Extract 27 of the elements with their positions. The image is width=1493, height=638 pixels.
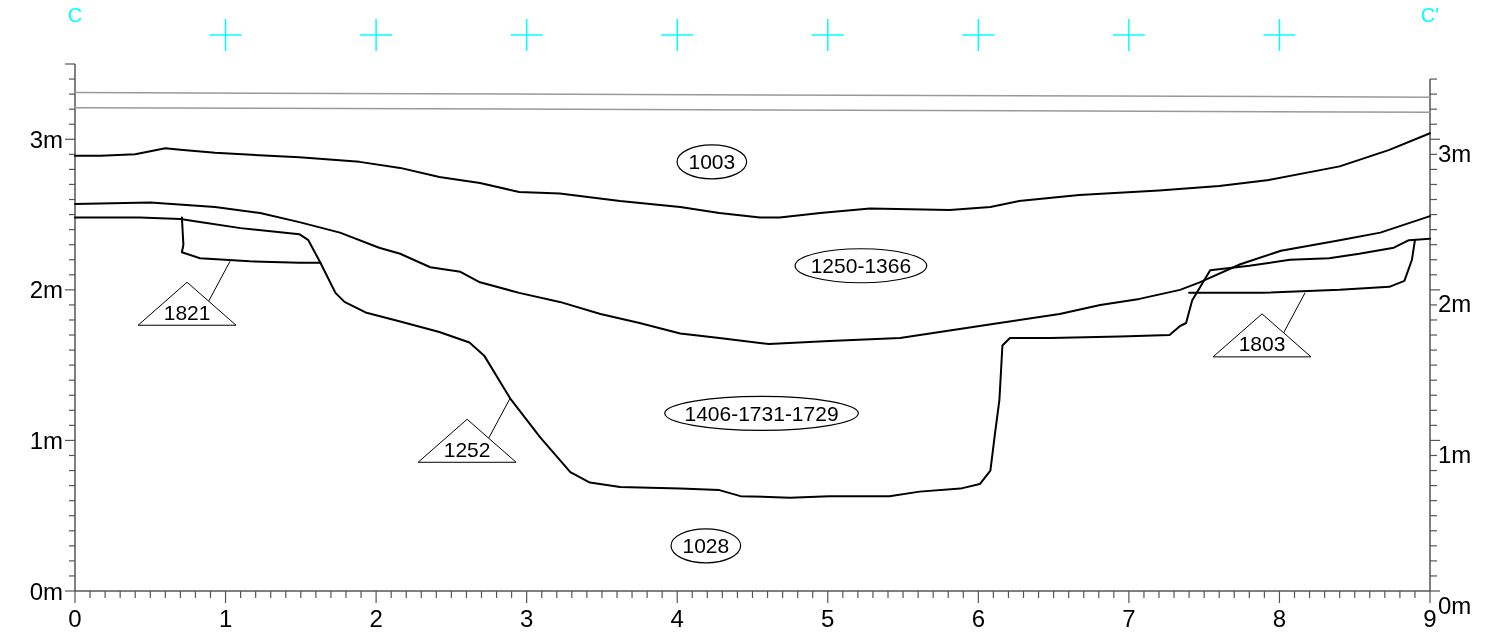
- annotation: 1821: [163, 300, 211, 324]
- annotation: 1803: [1238, 332, 1286, 356]
- x-tick-label: 0: [68, 605, 82, 632]
- x-tick-label: 6: [971, 605, 986, 632]
- text: C: [67, 4, 83, 26]
- text: C': [1420, 4, 1440, 26]
- y-tick-label: 2m: [29, 276, 63, 304]
- annotation: 1028: [682, 534, 730, 558]
- x-tick-label: 9: [1423, 605, 1437, 632]
- y-tick-label: 1m: [29, 426, 63, 454]
- x-tick-label: 7: [1122, 605, 1136, 632]
- x-tick-label: 3: [519, 605, 534, 632]
- annotation: 1003: [688, 150, 736, 174]
- y2-tick-label: 3m: [1438, 139, 1472, 167]
- annotation: 1406-1731-1729: [684, 401, 839, 425]
- x-tick-label: 2: [369, 605, 383, 632]
- annotation: 1250-1366: [810, 254, 912, 278]
- x-tick-label: 8: [1272, 605, 1287, 632]
- y2-tick-label: 2m: [1438, 290, 1472, 318]
- y2-tick-label: 1m: [1438, 440, 1472, 468]
- y2-tick-label: 0m: [1438, 591, 1472, 619]
- y-tick-label: 0m: [29, 577, 63, 605]
- x-tick-label: 5: [821, 605, 835, 632]
- x-tick-label: 1: [218, 605, 233, 632]
- annotation: 1252: [443, 437, 491, 461]
- x-tick-label: 4: [670, 605, 684, 632]
- y-tick-label: 3m: [29, 125, 63, 153]
